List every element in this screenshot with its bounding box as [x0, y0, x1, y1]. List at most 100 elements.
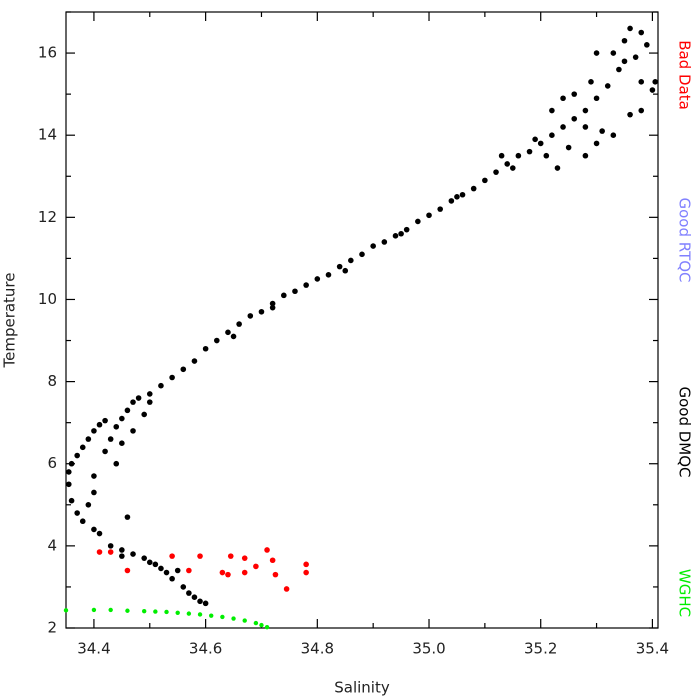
data-point	[197, 553, 203, 559]
data-point	[292, 288, 298, 295]
data-point	[303, 569, 309, 576]
data-point	[632, 54, 639, 60]
data-point	[119, 415, 125, 422]
y-tick-label: 14	[38, 126, 57, 144]
data-point	[582, 107, 589, 114]
data-point	[554, 165, 561, 171]
data-point	[565, 144, 572, 151]
data-point	[627, 25, 633, 32]
data-point	[504, 161, 511, 167]
data-point	[599, 128, 605, 134]
data-point	[281, 292, 287, 299]
data-point	[403, 226, 410, 233]
data-point	[107, 436, 114, 442]
data-point	[370, 243, 376, 249]
data-point	[91, 473, 97, 479]
data-point	[96, 549, 103, 555]
data-point	[191, 594, 198, 600]
data-point	[259, 622, 264, 628]
data-point	[153, 609, 158, 614]
data-point	[63, 608, 69, 613]
x-tick-label: 34.4	[77, 640, 110, 658]
data-point	[482, 177, 488, 184]
data-point	[325, 272, 332, 278]
legend-label[interactable]: Bad Data	[676, 40, 694, 110]
data-point	[283, 586, 290, 592]
data-point	[269, 557, 276, 564]
data-point	[119, 547, 125, 553]
data-point	[560, 95, 566, 102]
x-tick-label: 35.0	[412, 640, 445, 658]
data-point	[604, 83, 611, 89]
data-point	[65, 481, 72, 488]
data-point	[209, 613, 214, 618]
data-point	[158, 565, 164, 572]
legend-label[interactable]: WGHC	[676, 569, 694, 617]
data-point	[627, 111, 633, 118]
data-point	[470, 185, 477, 192]
data-point	[336, 263, 343, 270]
data-point	[68, 497, 75, 504]
data-point	[197, 612, 203, 617]
data-point	[303, 282, 309, 288]
data-point	[560, 124, 566, 130]
data-point	[146, 399, 153, 405]
legend-label[interactable]: Good DMQC	[676, 386, 694, 477]
data-point	[186, 590, 192, 596]
data-point	[359, 251, 365, 258]
data-point	[146, 391, 153, 397]
data-point	[230, 333, 237, 340]
data-point	[253, 563, 259, 570]
data-point	[202, 600, 209, 607]
data-point	[381, 239, 388, 245]
data-point	[124, 514, 131, 520]
data-point	[236, 321, 242, 327]
data-point	[96, 530, 103, 537]
data-point	[610, 50, 617, 56]
data-point	[616, 66, 622, 73]
data-point	[638, 79, 645, 85]
data-point	[264, 624, 270, 630]
data-point	[454, 194, 460, 200]
data-point	[225, 571, 231, 578]
data-point	[107, 549, 114, 555]
data-point	[141, 608, 147, 614]
data-point	[593, 140, 600, 147]
plot-frame	[65, 11, 659, 629]
data-point	[85, 502, 92, 508]
x-tick-label: 34.6	[189, 640, 222, 658]
data-point	[227, 553, 234, 559]
data-point	[169, 374, 175, 381]
data-point	[543, 152, 550, 159]
data-point	[130, 399, 136, 405]
data-point	[437, 206, 443, 212]
y-tick-label: 6	[47, 454, 57, 472]
data-point	[186, 611, 192, 616]
data-point	[65, 469, 72, 475]
data-point	[107, 543, 114, 549]
data-point	[213, 337, 220, 344]
data-point	[582, 124, 589, 130]
data-point	[164, 609, 169, 615]
data-point	[459, 191, 466, 198]
data-point	[242, 618, 247, 623]
data-point	[74, 452, 80, 459]
data-point	[593, 95, 600, 102]
data-point	[220, 614, 225, 620]
data-point	[91, 526, 97, 533]
x-tick-label: 34.8	[301, 640, 334, 658]
data-point	[124, 567, 131, 574]
data-point	[141, 411, 147, 418]
data-point	[526, 148, 533, 155]
data-point	[68, 460, 75, 467]
x-axis-label: Salinity	[334, 679, 390, 697]
data-point	[113, 423, 120, 430]
data-point	[141, 555, 147, 561]
legend-label[interactable]: Good RTQC	[676, 197, 694, 282]
y-axis-label: Temperature	[1, 272, 19, 368]
data-point	[96, 421, 103, 428]
data-point	[119, 440, 125, 447]
data-point	[493, 169, 499, 175]
data-point	[448, 198, 455, 204]
